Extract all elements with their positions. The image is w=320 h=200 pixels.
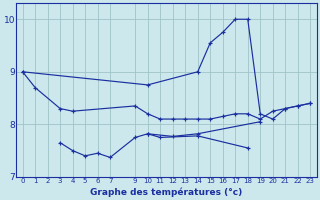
X-axis label: Graphe des températures (°c): Graphe des températures (°c) bbox=[90, 187, 243, 197]
